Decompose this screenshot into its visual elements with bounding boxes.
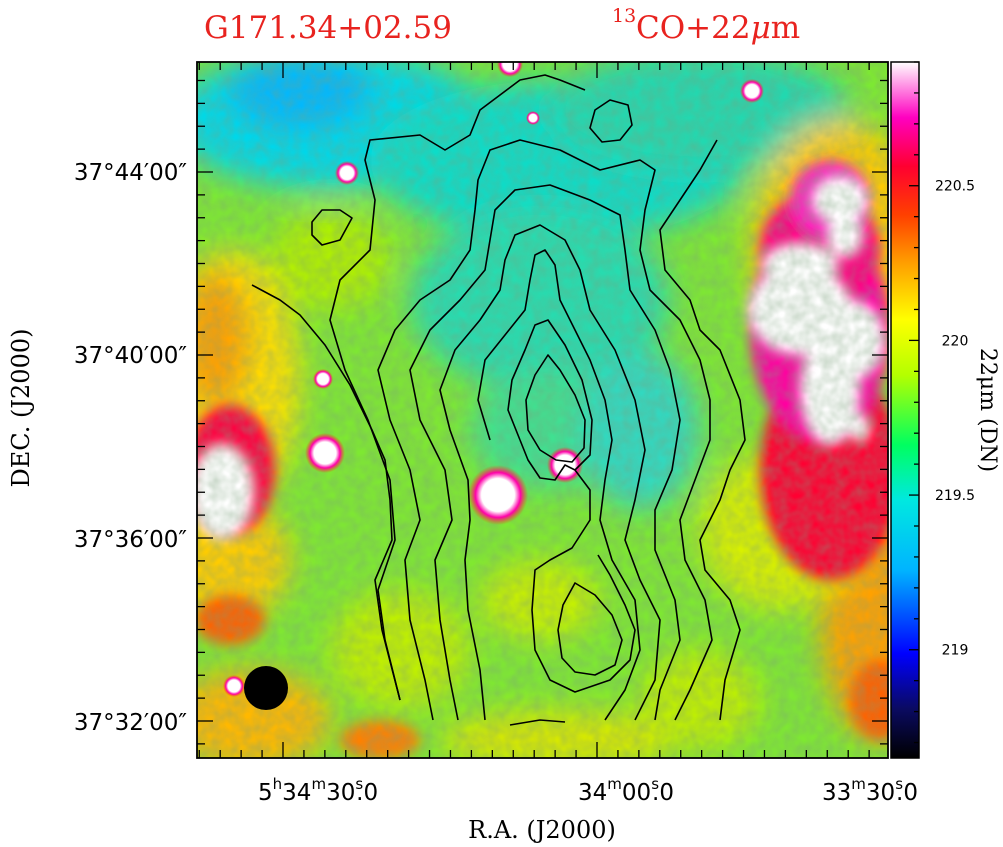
colorbar-tick-label: 219 bbox=[942, 643, 969, 659]
contour-6 bbox=[477, 249, 641, 721]
axis-ticks bbox=[197, 62, 888, 758]
x-tick-label-3330: 33m30s.0 bbox=[822, 775, 918, 806]
colorbar-tick-label: 219.5 bbox=[935, 488, 975, 504]
x-tick-label-3430: 5h34m30s.0 bbox=[258, 775, 378, 806]
colorbar-title: 22μm (DN) bbox=[975, 348, 1000, 472]
contour-5 bbox=[439, 224, 661, 721]
contour-2 bbox=[329, 74, 586, 701]
contour-1 bbox=[251, 284, 401, 701]
colorbar-tick-label: 220.5 bbox=[935, 179, 975, 195]
tracer-superscript: 13 bbox=[612, 5, 636, 27]
y-axis-title: DEC. (J2000) bbox=[7, 329, 35, 488]
contour-7b bbox=[519, 439, 636, 693]
heatmap-image bbox=[197, 62, 888, 758]
y-tick-label-32: 37°32′00″ bbox=[74, 710, 188, 736]
source-name: G171.34+02.59 bbox=[204, 10, 452, 46]
colorbar-ticks bbox=[909, 61, 919, 744]
beam-circle bbox=[244, 666, 288, 710]
y-tick-label-44: 37°44′00″ bbox=[74, 160, 188, 186]
colorbar-tick-label: 220 bbox=[942, 333, 969, 349]
contour-8 bbox=[525, 354, 586, 463]
x-tick-labels: 5h34m30s.0 34m00s.0 33m30s.0 bbox=[258, 775, 918, 806]
colorbar bbox=[891, 62, 919, 758]
contour-3 bbox=[377, 139, 713, 721]
x-tick-label-3400: 34m00s.0 bbox=[578, 775, 674, 806]
contour-10 bbox=[509, 719, 566, 726]
x-axis-title: R.A. (J2000) bbox=[468, 816, 616, 844]
contour-2b bbox=[589, 99, 633, 143]
contour-2d bbox=[659, 139, 746, 721]
contour-7 bbox=[507, 319, 593, 471]
contour-2c bbox=[311, 209, 353, 246]
colorbar-frame bbox=[890, 61, 920, 759]
co-contours bbox=[251, 74, 746, 726]
colorbar-tick-labels: 219 219.5 220 220.5 bbox=[935, 179, 975, 659]
tracer-label: CO+22μm bbox=[636, 10, 800, 46]
plot-frame bbox=[196, 61, 889, 759]
y-tick-labels: 37°44′00″ 37°40′00″ 37°36′00″ 37°32′00″ bbox=[74, 160, 188, 736]
contour-4 bbox=[409, 184, 681, 721]
y-tick-label-36: 37°36′00″ bbox=[74, 527, 188, 553]
contour-9 bbox=[557, 582, 623, 676]
y-tick-label-40: 37°40′00″ bbox=[74, 343, 188, 369]
